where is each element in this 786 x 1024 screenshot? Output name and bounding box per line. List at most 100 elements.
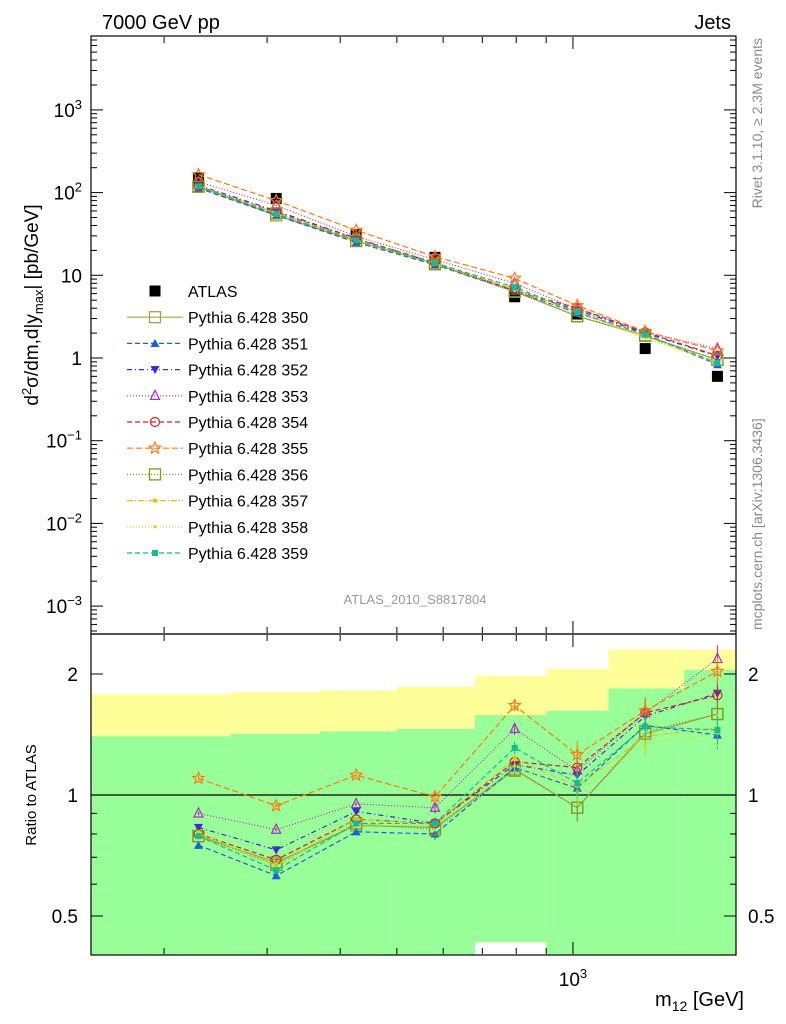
ratio-point xyxy=(273,867,280,874)
data-point xyxy=(431,260,438,267)
main-ylabel: d2σ/dm,d|ymax| [pb/GeV] xyxy=(19,204,46,405)
data-point xyxy=(349,222,364,237)
legend-entry: Pythia 6.428 351 xyxy=(127,336,308,353)
ratio-point xyxy=(431,820,438,827)
band-green-bin xyxy=(474,715,547,943)
ratio-line xyxy=(198,658,718,831)
legend-entry: Pythia 6.428 352 xyxy=(127,363,308,380)
ratio-point xyxy=(507,697,522,712)
data-point xyxy=(350,234,363,248)
legend-entry: Pythia 6.428 357 xyxy=(127,494,308,511)
legend-marker xyxy=(148,468,162,481)
main-series-group xyxy=(191,167,725,382)
legend-entry: Pythia 6.428 350 xyxy=(127,310,308,327)
legend-marker xyxy=(153,525,157,529)
main-ytick-label: 103 xyxy=(54,97,82,122)
ratio-ytick-label-right: 2 xyxy=(748,665,759,686)
xtick-label: 103 xyxy=(559,966,587,991)
ratio-ytick-label-left: 1 xyxy=(67,786,78,807)
band-green-bin xyxy=(396,728,475,955)
series-line xyxy=(198,185,718,364)
ratio-point xyxy=(351,827,361,836)
series-10 xyxy=(195,183,721,367)
ratio-point xyxy=(349,767,364,782)
data-point xyxy=(511,284,518,291)
analysis-tag: ATLAS_2010_S8817804 xyxy=(344,592,487,607)
series-line xyxy=(198,174,718,352)
data-point xyxy=(574,308,581,315)
legend-entry: Pythia 6.428 359 xyxy=(127,546,308,563)
ratio-point xyxy=(193,806,204,818)
data-point xyxy=(429,251,441,263)
ratio-xlabel: m12 [GeV] xyxy=(655,989,744,1014)
ratio-point xyxy=(268,798,284,812)
main-ytick-label: 102 xyxy=(54,180,82,205)
data-point xyxy=(428,258,442,271)
legend-label: ATLAS xyxy=(188,284,238,301)
ratio-ytick-label-left: 2 xyxy=(67,665,78,686)
series-6 xyxy=(191,167,725,357)
legend-entry: ATLAS xyxy=(149,284,238,301)
legend-label: Pythia 6.428 356 xyxy=(188,467,308,484)
ratio-point xyxy=(427,789,443,803)
band-green-bin xyxy=(684,669,736,955)
main-ytick-label: 10 xyxy=(61,266,82,287)
data-point xyxy=(192,180,205,193)
legend-entry: Pythia 6.428 358 xyxy=(127,520,308,537)
legend-label: Pythia 6.428 354 xyxy=(188,415,308,432)
legend-entry: Pythia 6.428 356 xyxy=(127,467,308,484)
legend-entry: Pythia 6.428 353 xyxy=(127,389,308,406)
band-green-bin xyxy=(91,736,231,955)
ratio-point xyxy=(191,770,206,785)
legend-label: Pythia 6.428 351 xyxy=(188,336,308,353)
process-label: Jets xyxy=(694,12,731,34)
ratio-point xyxy=(274,862,279,868)
ratio-line xyxy=(198,724,718,877)
legend: ATLAS Pythia 6.428 350 Pythia 6.428 351 Pyt… xyxy=(127,284,308,563)
ratio-point xyxy=(712,690,723,701)
ratio-point xyxy=(511,744,518,751)
legend-entry: Pythia 6.428 354 xyxy=(127,415,308,432)
legend-label: Pythia 6.428 350 xyxy=(188,310,308,327)
ratio-point xyxy=(196,830,201,834)
ratio-point xyxy=(353,820,360,827)
ratio-point xyxy=(509,722,521,734)
data-point xyxy=(639,329,652,342)
ratio-ytick-label-right: 0.5 xyxy=(748,907,774,928)
legend-entry: Pythia 6.428 355 xyxy=(127,440,308,458)
data-point xyxy=(714,360,721,367)
legend-label: Pythia 6.428 353 xyxy=(188,389,308,406)
ratio-point xyxy=(195,833,202,840)
data-point xyxy=(273,211,280,218)
ratio-point xyxy=(271,871,281,880)
legend-marker xyxy=(148,311,162,324)
main-ytick-label: 1 xyxy=(71,349,82,370)
legend-label: Pythia 6.428 359 xyxy=(188,546,308,563)
ratio-point xyxy=(512,756,517,762)
main-ytick-label: 10−1 xyxy=(46,428,82,453)
ratio-point xyxy=(350,797,362,809)
main-ytick-label: 10−2 xyxy=(46,510,82,535)
ratio-point xyxy=(714,727,721,734)
legend-marker xyxy=(152,550,158,556)
ratio-point xyxy=(710,663,725,678)
data-point xyxy=(191,167,206,181)
legend-label: Pythia 6.428 352 xyxy=(188,363,308,380)
ratio-ylabel: Ratio to ATLAS xyxy=(23,744,40,845)
mcplots-label: mcplots.cern.ch [arXiv:1306.3436] xyxy=(749,418,765,630)
data-point xyxy=(268,193,284,207)
data-point xyxy=(639,343,651,355)
legend-marker xyxy=(147,440,163,455)
ratio-series-9 xyxy=(195,712,721,874)
ratio-line xyxy=(198,694,718,861)
ratio-point xyxy=(574,780,581,787)
main-ytick-label: 10−3 xyxy=(46,593,82,618)
data-point xyxy=(710,343,725,357)
data-point xyxy=(192,172,204,184)
legend-marker xyxy=(149,285,161,297)
data-point xyxy=(270,192,282,204)
data-point xyxy=(353,237,360,244)
legend-marker xyxy=(150,366,160,375)
rivet-label: Rivet 3.1.10, ≥ 2.3M events xyxy=(749,38,765,208)
